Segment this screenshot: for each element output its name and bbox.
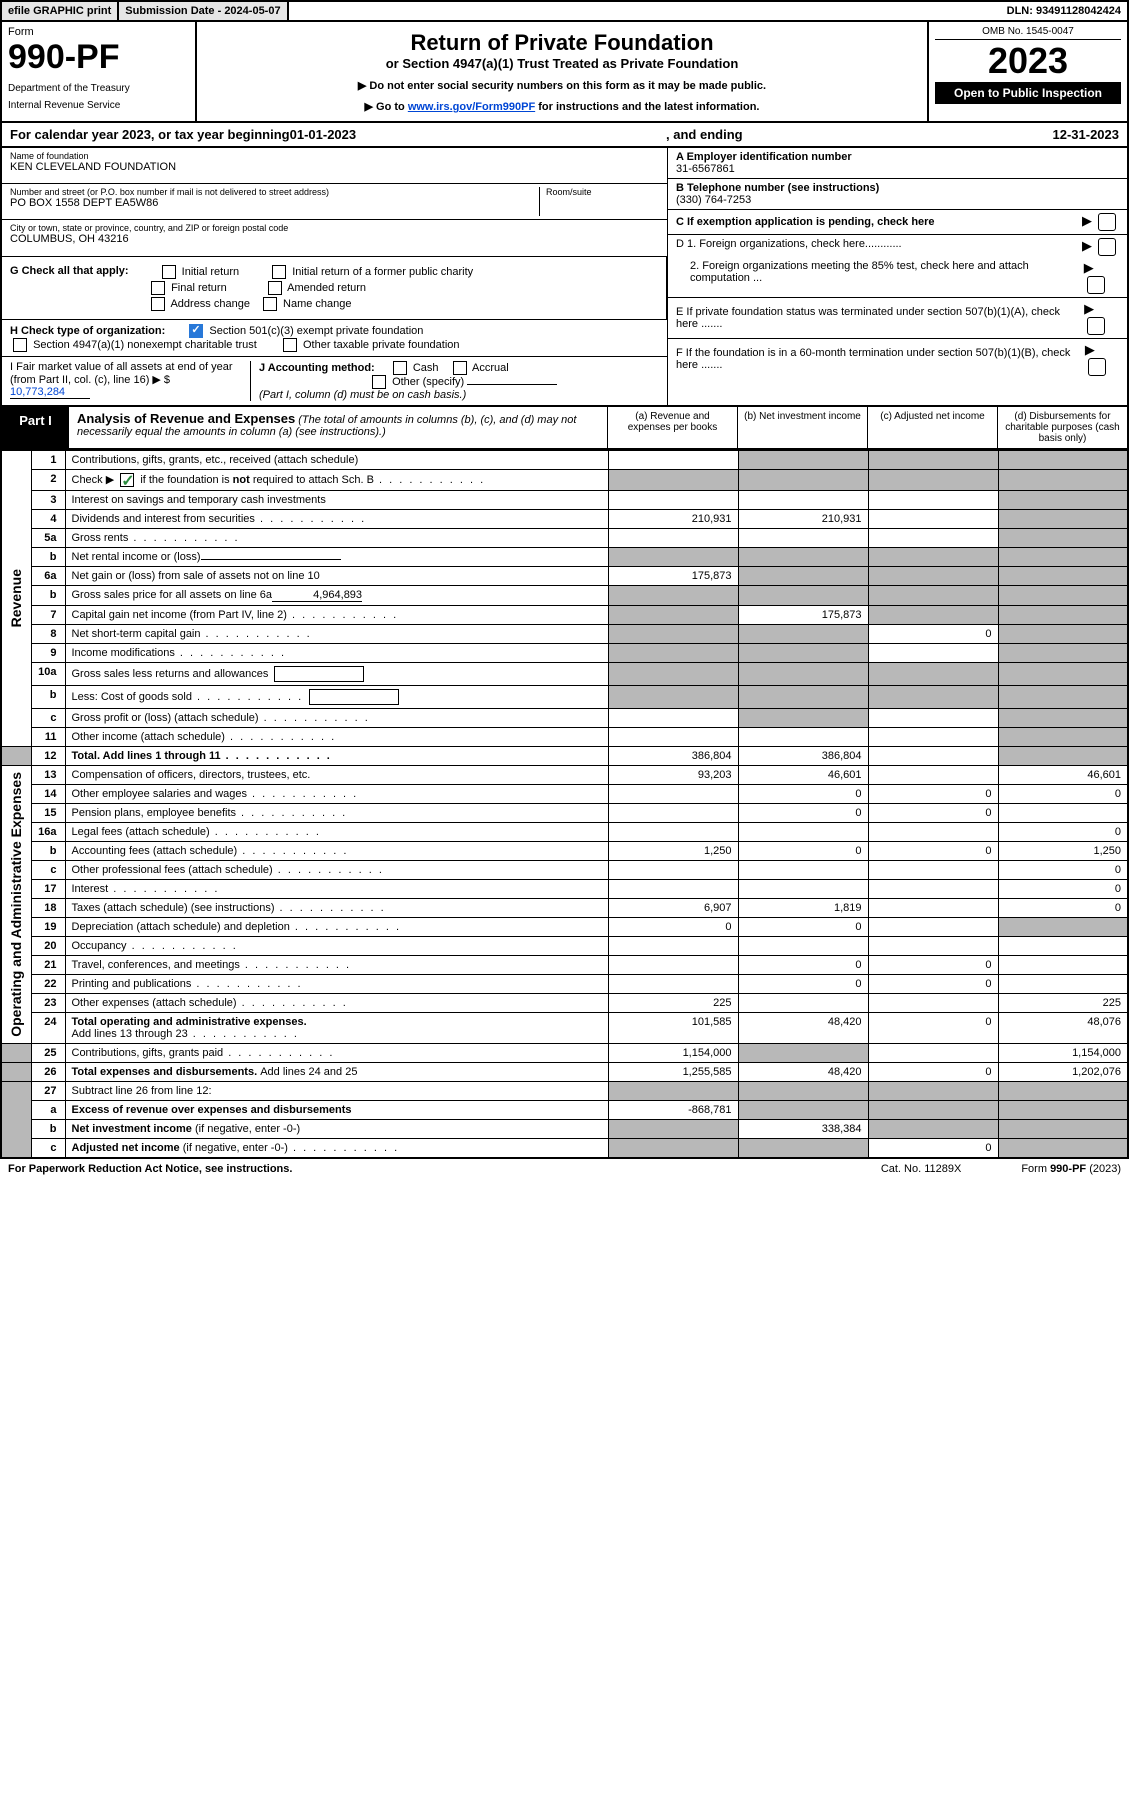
calendar-year-row: For calendar year 2023, or tax year begi… [0, 123, 1129, 148]
4947a1-checkbox[interactable] [13, 338, 27, 352]
top-bar: efile GRAPHIC print Submission Date - 20… [0, 0, 1129, 22]
address: PO BOX 1558 DEPT EA5W86 [10, 197, 539, 209]
dept-treasury: Department of the Treasury [8, 83, 189, 94]
h-label: H Check type of organization: [10, 325, 165, 337]
year-end: 12-31-2023 [1053, 127, 1120, 142]
form-ref: Form 990-PF (2023) [1021, 1163, 1121, 1175]
phone-value: (330) 764-7253 [676, 194, 751, 206]
e-label: E If private foundation status was termi… [676, 306, 1084, 330]
identity-block: Name of foundation KEN CLEVELAND FOUNDAT… [0, 148, 1129, 407]
col-d-head: (d) Disbursements for charitable purpose… [997, 407, 1127, 448]
schb-checkbox[interactable] [120, 473, 134, 487]
form-number: 990-PF [8, 38, 189, 77]
fmv-value: 10,773,284 [10, 386, 90, 399]
f-label: F If the foundation is in a 60-month ter… [676, 347, 1085, 371]
d2-label: 2. Foreign organizations meeting the 85%… [676, 260, 1084, 294]
revenue-vlabel: Revenue [8, 569, 24, 627]
name-change-checkbox[interactable] [263, 297, 277, 311]
cash-checkbox[interactable] [393, 361, 407, 375]
open-public: Open to Public Inspection [935, 82, 1121, 104]
foundation-name: KEN CLEVELAND FOUNDATION [10, 161, 659, 173]
room-label: Room/suite [546, 187, 659, 197]
j-label: J Accounting method: [259, 362, 375, 374]
page-footer: For Paperwork Reduction Act Notice, see … [0, 1159, 1129, 1179]
form-title: Return of Private Foundation [207, 30, 917, 56]
paperwork-notice: For Paperwork Reduction Act Notice, see … [8, 1163, 292, 1175]
part1-table: Revenue 1Contributions, gifts, grants, e… [0, 450, 1129, 1159]
omb-number: OMB No. 1545-0047 [935, 26, 1121, 40]
expenses-vlabel: Operating and Administrative Expenses [8, 772, 24, 1037]
phone-label: B Telephone number (see instructions) [676, 182, 879, 194]
initial-return-checkbox[interactable] [162, 265, 176, 279]
name-label: Name of foundation [10, 151, 659, 161]
cat-number: Cat. No. 11289X [881, 1163, 962, 1175]
city-state-zip: COLUMBUS, OH 43216 [10, 233, 659, 245]
submission-date: Submission Date - 2024-05-07 [117, 2, 288, 20]
dln: DLN: 93491128042424 [1001, 2, 1127, 20]
exemption-pending-checkbox[interactable] [1098, 213, 1116, 231]
c-label: C If exemption application is pending, c… [676, 216, 935, 228]
60-month-checkbox[interactable] [1088, 358, 1106, 376]
city-label: City or town, state or province, country… [10, 223, 659, 233]
part1-header: Part I Analysis of Revenue and Expenses … [0, 407, 1129, 450]
foreign-85-checkbox[interactable] [1087, 276, 1105, 294]
col-a-head: (a) Revenue and expenses per books [607, 407, 737, 448]
j-note: (Part I, column (d) must be on cash basi… [259, 389, 466, 401]
irs-label: Internal Revenue Service [8, 100, 189, 111]
501c3-checkbox[interactable] [189, 324, 203, 338]
irs-link[interactable]: www.irs.gov/Form990PF [408, 101, 535, 113]
status-terminated-checkbox[interactable] [1087, 317, 1105, 335]
g-label: G Check all that apply: [10, 265, 129, 279]
form-word: Form [8, 26, 189, 38]
tax-year: 2023 [935, 40, 1121, 82]
efile-label: efile GRAPHIC print [2, 2, 117, 20]
form-header: Form 990-PF Department of the Treasury I… [0, 22, 1129, 123]
accrual-checkbox[interactable] [453, 361, 467, 375]
i-label: I Fair market value of all assets at end… [10, 361, 233, 386]
addr-label: Number and street (or P.O. box number if… [10, 187, 539, 197]
instr-no-ssn: ▶ Do not enter social security numbers o… [207, 79, 917, 92]
ein-value: 31-6567861 [676, 163, 735, 175]
part1-title: Analysis of Revenue and Expenses [77, 411, 295, 426]
form-subtitle: or Section 4947(a)(1) Trust Treated as P… [207, 56, 917, 71]
other-taxable-checkbox[interactable] [283, 338, 297, 352]
col-b-head: (b) Net investment income [737, 407, 867, 448]
instr-goto: ▶ Go to www.irs.gov/Form990PF for instru… [207, 100, 917, 113]
final-return-checkbox[interactable] [151, 281, 165, 295]
col-c-head: (c) Adjusted net income [867, 407, 997, 448]
d1-label: D 1. Foreign organizations, check here..… [676, 238, 902, 256]
amended-return-checkbox[interactable] [268, 281, 282, 295]
ein-label: A Employer identification number [676, 151, 852, 163]
other-method-checkbox[interactable] [372, 375, 386, 389]
part1-label: Part I [2, 407, 69, 448]
address-change-checkbox[interactable] [151, 297, 165, 311]
year-begin: 01-01-2023 [290, 127, 357, 142]
foreign-org-checkbox[interactable] [1098, 238, 1116, 256]
initial-public-checkbox[interactable] [272, 265, 286, 279]
